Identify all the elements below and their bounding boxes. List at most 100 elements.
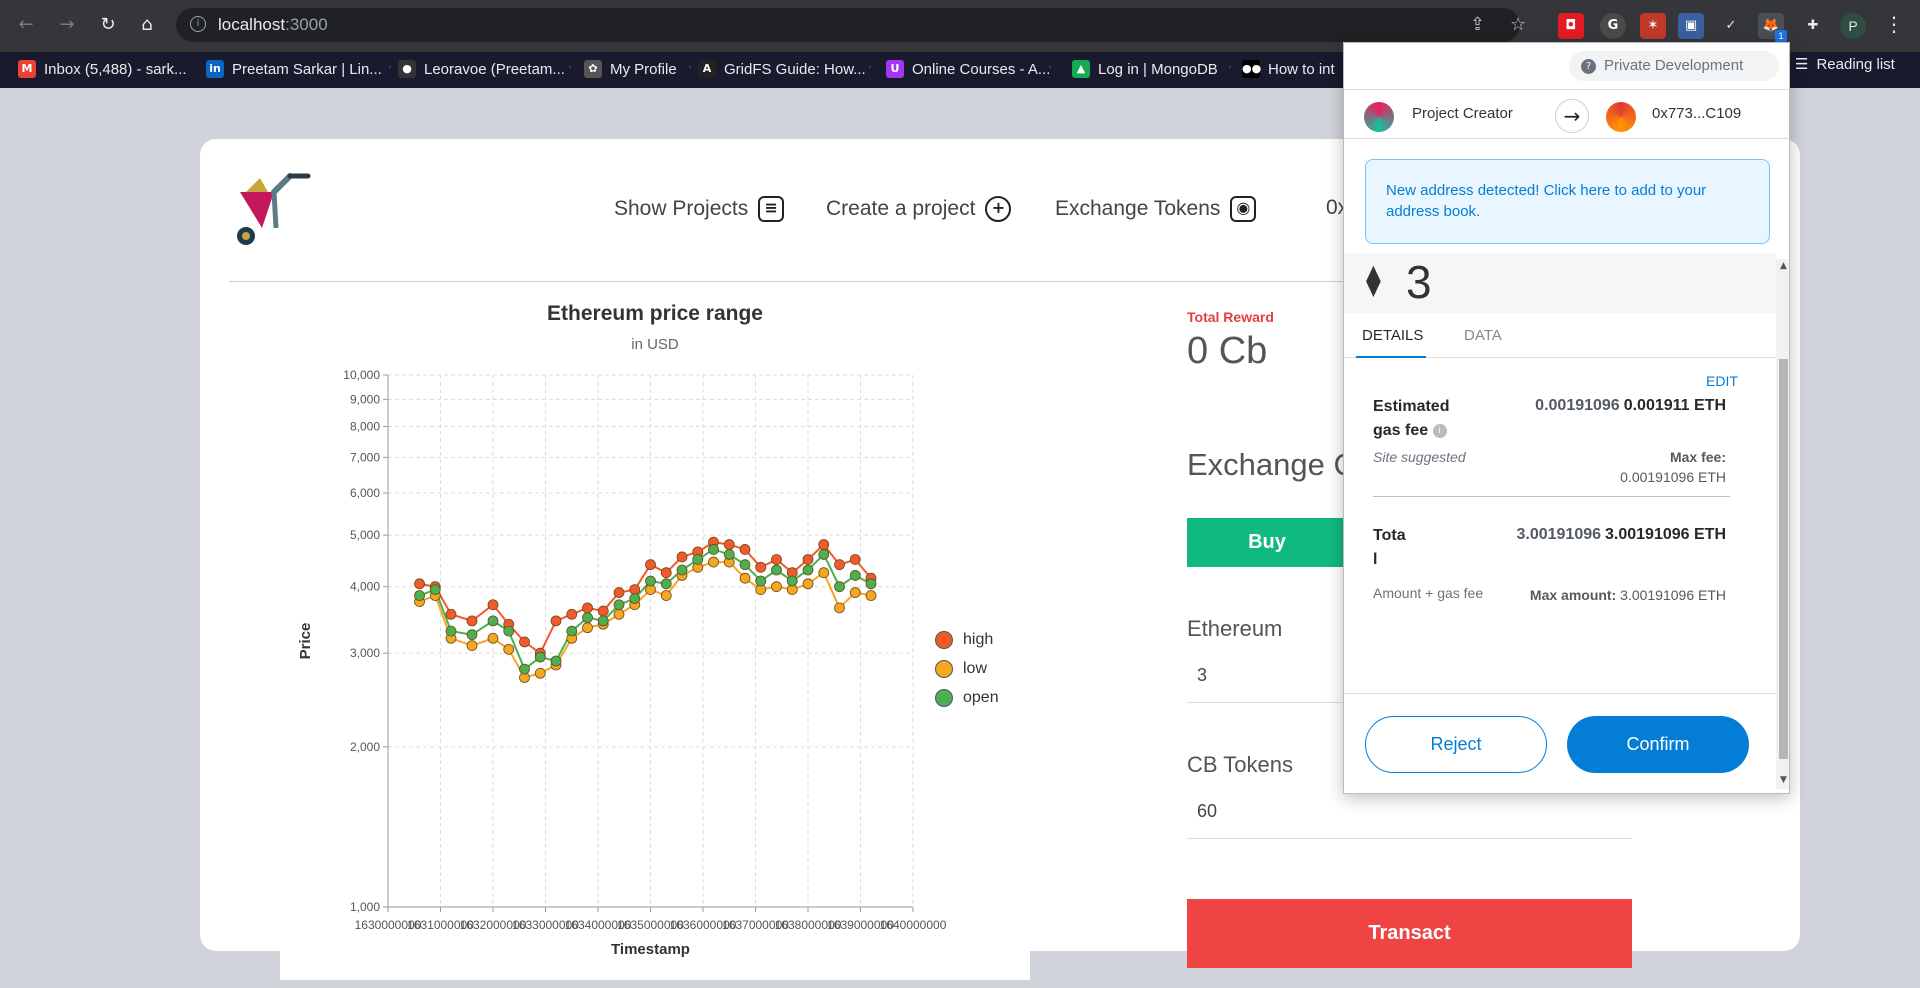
- y-axis-title: Price: [297, 623, 314, 660]
- edit-gas-link[interactable]: EDIT: [1706, 373, 1738, 389]
- y-tick-label: 4,000: [350, 580, 380, 594]
- reject-button[interactable]: Reject: [1365, 716, 1547, 773]
- extensions-puzzle-icon[interactable]: ✚: [1807, 18, 1819, 33]
- network-selector[interactable]: ? Private Development: [1569, 51, 1779, 81]
- reading-list[interactable]: ☰ Reading list: [1795, 55, 1895, 73]
- high-point: [645, 559, 656, 571]
- buy-button[interactable]: Buy: [1187, 518, 1347, 567]
- open-point: [723, 549, 735, 560]
- open-point: [865, 578, 877, 590]
- bookmark-label: Leoravoe (Preetam...: [424, 60, 565, 78]
- scroll-down-icon[interactable]: ▼: [1780, 775, 1787, 785]
- inbox-icon: ≡: [758, 196, 785, 222]
- nav-show-projects[interactable]: Show Projects ≡: [614, 196, 785, 222]
- checkmark-extension-icon[interactable]: ✓: [1725, 18, 1737, 33]
- bookmark-item[interactable]: ▲ Log in | MongoDB: [1072, 60, 1218, 78]
- active-tab-indicator: [1356, 356, 1426, 358]
- home-icon[interactable]: ⌂: [141, 14, 153, 35]
- help-icon: ?: [1581, 59, 1596, 74]
- nav-show-projects-label: Show Projects: [614, 197, 749, 220]
- open-point: [818, 549, 830, 560]
- open-point: [566, 625, 578, 637]
- account-row: Project Creator → 0x773...C109: [1344, 89, 1789, 139]
- transact-button[interactable]: Transact: [1187, 899, 1632, 968]
- scroll-up-icon[interactable]: ▲: [1780, 261, 1787, 271]
- amount-plus-gas: Amount + gas fee: [1373, 585, 1484, 601]
- back-icon[interactable]: ←: [18, 14, 34, 35]
- x-tick-label: 1631000000: [407, 918, 474, 932]
- amount-value: 3: [1406, 256, 1432, 308]
- legend-label: low: [963, 659, 988, 677]
- address-bar[interactable]: i localhost:3000 ⇪ ☆: [176, 8, 1526, 42]
- low-point: [802, 578, 814, 590]
- more-menu-icon[interactable]: ⋮: [1884, 12, 1904, 36]
- bookmark-label: My Profile: [610, 60, 677, 78]
- bookmark-label: Preetam Sarkar | Lin...: [232, 60, 382, 78]
- profile-avatar[interactable]: P: [1840, 13, 1866, 39]
- profile-icon: ✿: [584, 60, 602, 78]
- legend-item[interactable]: low: [935, 654, 999, 683]
- high-point: [466, 615, 478, 627]
- low-point: [613, 608, 625, 620]
- forward-icon[interactable]: →: [59, 14, 75, 35]
- scrollbar[interactable]: ▲ ▼: [1776, 259, 1789, 789]
- bookmark-item[interactable]: ● Leoravoe (Preetam...: [398, 60, 565, 78]
- nav-create-project[interactable]: Create a project +: [826, 196, 1012, 222]
- tx-tabs: DETAILS DATA: [1344, 313, 1776, 358]
- new-address-alert[interactable]: New address detected! Click here to add …: [1365, 159, 1770, 244]
- wallet-address[interactable]: 0x: [1326, 196, 1349, 219]
- y-tick-label: 9,000: [350, 392, 380, 406]
- bookmark-label: Log in | MongoDB: [1098, 60, 1218, 78]
- info-icon[interactable]: i: [1432, 423, 1447, 438]
- legend-swatch: [935, 630, 953, 649]
- legend-item[interactable]: open: [935, 683, 999, 712]
- total-reward-label: Total Reward: [1187, 309, 1274, 325]
- bookmark-item[interactable]: A GridFS Guide: How...: [698, 60, 866, 78]
- open-point: [503, 625, 515, 637]
- medium-icon: ●●: [1242, 60, 1261, 78]
- tab-details[interactable]: DETAILS: [1362, 327, 1424, 344]
- y-tick-label: 6,000: [350, 486, 380, 500]
- wheelbarrow-logo: [237, 173, 311, 245]
- extension-blue-icon[interactable]: ▣: [1678, 13, 1704, 39]
- tab-data[interactable]: DATA: [1464, 327, 1502, 344]
- x-tick-label: 1636000000: [670, 918, 737, 932]
- high-point: [582, 602, 593, 614]
- bookmark-label: Online Courses - A...: [912, 60, 1051, 78]
- grammarly-extension-icon[interactable]: G: [1600, 13, 1626, 39]
- bookmark-star-icon[interactable]: ☆: [1510, 14, 1527, 35]
- bookmark-item[interactable]: ●● How to int: [1242, 60, 1335, 78]
- legend-item[interactable]: high: [935, 625, 999, 654]
- to-account: 0x773...C109: [1652, 105, 1742, 122]
- udemy-icon: U: [886, 60, 904, 78]
- high-point: [519, 636, 530, 648]
- open-point: [771, 564, 782, 576]
- high-point: [550, 615, 562, 627]
- bookmark-item[interactable]: U Online Courses - A...: [886, 60, 1050, 78]
- low-point: [503, 643, 515, 655]
- extension-red-icon[interactable]: ✶: [1640, 13, 1666, 39]
- gas-fee-label: Estimated gas fee i: [1373, 398, 1450, 439]
- bookmark-item[interactable]: M Inbox (5,488) - sark...: [18, 60, 187, 78]
- high-point: [834, 559, 845, 571]
- confirm-button[interactable]: Confirm: [1567, 716, 1749, 773]
- bookmark-item[interactable]: in Preetam Sarkar | Lin...: [206, 60, 382, 78]
- low-point: [708, 556, 719, 568]
- gmail-icon: M: [18, 60, 36, 78]
- site-info-icon[interactable]: i: [190, 16, 206, 32]
- scrollbar-thumb[interactable]: [1779, 359, 1788, 759]
- action-footer: Reject Confirm: [1344, 693, 1776, 793]
- cb-tokens-label: CB Tokens: [1187, 752, 1293, 777]
- high-point: [723, 539, 735, 550]
- cb-tokens-input[interactable]: 60: [1197, 801, 1218, 821]
- total-label: Tota l: [1373, 527, 1406, 568]
- nav-exchange-tokens[interactable]: Exchange Tokens ◉: [1055, 196, 1257, 222]
- bookmark-item[interactable]: ✿ My Profile: [584, 60, 677, 78]
- ethereum-icon: ⧫: [1366, 263, 1381, 298]
- share-icon[interactable]: ⇪: [1470, 14, 1486, 35]
- metamask-badge: 1: [1775, 30, 1787, 42]
- pocket-extension-icon[interactable]: ◘: [1558, 13, 1584, 39]
- high-point: [487, 599, 499, 611]
- reload-icon[interactable]: ↻: [100, 14, 116, 35]
- ethereum-input[interactable]: 3: [1197, 665, 1208, 685]
